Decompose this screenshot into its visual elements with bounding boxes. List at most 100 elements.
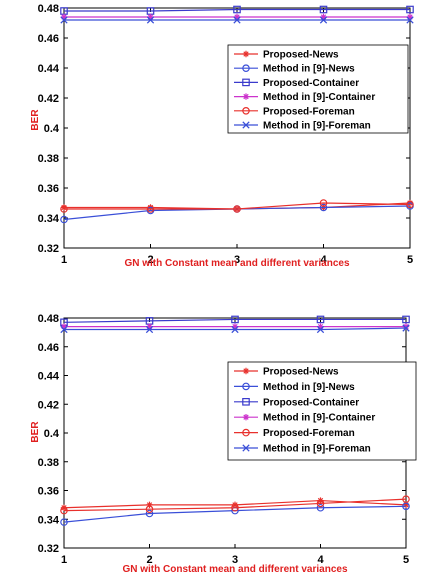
legend-label: Proposed-Foreman (263, 106, 355, 117)
legend-marker (242, 398, 250, 406)
x-tick-label: 1 (61, 554, 67, 566)
chart-1: 0.32 0.34 0.36 0.38 0.4 0.42 0.44 0.46 0.48 1 2 3 4 5… (30, 3, 414, 269)
legend-box (227, 361, 417, 461)
series-line (63, 498, 407, 512)
series-4 (60, 13, 414, 21)
series-6 (60, 16, 414, 24)
data-point (231, 315, 239, 324)
y-axis-label: BER (30, 421, 41, 443)
legend-label: Proposed-News (263, 367, 339, 378)
data-point (231, 325, 239, 334)
legend-marker (242, 64, 250, 73)
y-tick-label: 0.38 (38, 457, 59, 469)
data-point (402, 502, 410, 511)
legend-label: Method in [9]-Foreman (263, 444, 371, 455)
legend-marker (242, 444, 250, 452)
x-tick-label: 4 (317, 554, 324, 566)
data-point (147, 13, 154, 21)
y-tick-label: 0.36 (38, 183, 59, 195)
data-point (316, 503, 325, 512)
data-point (146, 16, 155, 24)
data-point (319, 16, 328, 24)
x-axis-label: GN with Constant mean and different vari… (122, 564, 347, 575)
legend-label: Proposed-News (263, 50, 339, 61)
y-tick-label: 0.4 (44, 428, 60, 440)
data-point (402, 315, 410, 324)
data-point (319, 199, 328, 207)
legend-marker (242, 428, 250, 437)
y-tick-label: 0.46 (38, 342, 59, 354)
data-point (145, 509, 154, 518)
x-tick-label: 2 (147, 254, 153, 266)
y-tick-label: 0.44 (38, 371, 60, 383)
data-point (402, 324, 410, 332)
legend-marker (242, 414, 250, 421)
y-tick-label: 0.42 (38, 399, 59, 411)
x-axis-label: GN with Constant mean and different vari… (124, 258, 349, 269)
y-tick-label: 0.48 (38, 313, 59, 325)
legend-label: Method in [9]-Foreman (263, 121, 371, 132)
x-tick-label: 3 (232, 554, 238, 566)
y-tick-label: 0.38 (38, 153, 59, 165)
chart-2: 0.32 0.34 0.36 0.38 0.4 0.42 0.44 0.46 0.48 1 2 3 4 5… (30, 313, 417, 575)
data-point (60, 323, 68, 330)
x-tick-label: 2 (146, 554, 152, 566)
series-line (63, 318, 406, 323)
legend-marker (242, 121, 250, 129)
legend-label: Proposed-Container (263, 397, 359, 408)
legend-marker (242, 107, 250, 115)
legend-marker (242, 78, 250, 87)
data-point (60, 506, 68, 515)
legend-label: Method in [9]-News (263, 382, 355, 393)
data-point (233, 13, 241, 21)
data-point (60, 13, 68, 21)
data-point (320, 13, 327, 21)
y-tick-label: 0.42 (38, 93, 59, 105)
series-6 (60, 324, 410, 334)
data-point (146, 501, 153, 509)
data-point (233, 205, 241, 213)
y-tick-label: 0.32 (38, 243, 59, 255)
y-tick-label: 0.34 (38, 514, 60, 526)
legend-marker (242, 93, 250, 100)
data-point (60, 205, 68, 213)
data-point (406, 16, 414, 24)
x-tick-label: 4 (320, 254, 327, 266)
series-5 (60, 199, 414, 213)
legend-marker (242, 50, 250, 58)
y-axis-label: BER (30, 109, 41, 131)
legend-label: Proposed-Foreman (263, 428, 355, 439)
data-point (406, 13, 414, 21)
data-point (317, 323, 324, 330)
data-point (316, 315, 325, 324)
data-point (319, 203, 328, 212)
y-tick-label: 0.44 (38, 63, 60, 75)
legend: Proposed-News Method in [9]-News Proposed-… (227, 44, 409, 134)
series-3 (60, 315, 410, 327)
data-point (316, 499, 325, 508)
y-tick-label: 0.48 (38, 3, 59, 15)
data-point (145, 505, 154, 513)
data-point (402, 501, 410, 509)
data-point (231, 503, 239, 512)
data-point (319, 5, 328, 14)
data-point (402, 323, 410, 330)
legend-label: Method in [9]-Container (263, 92, 375, 103)
series-line (64, 202, 411, 210)
data-point (60, 518, 68, 526)
series-5 (60, 495, 410, 515)
data-point (146, 205, 155, 213)
y-tick-label: 0.34 (38, 213, 60, 225)
data-point (406, 200, 414, 209)
legend-box (227, 44, 409, 134)
data-point (233, 5, 241, 14)
x-tick-label: 5 (403, 554, 409, 566)
legend-marker (242, 367, 250, 375)
y-tick-label: 0.4 (44, 123, 60, 135)
data-point (60, 16, 68, 24)
x-tick-label: 1 (61, 254, 67, 266)
data-point (316, 325, 325, 334)
data-point (60, 215, 68, 224)
data-point (406, 5, 414, 14)
